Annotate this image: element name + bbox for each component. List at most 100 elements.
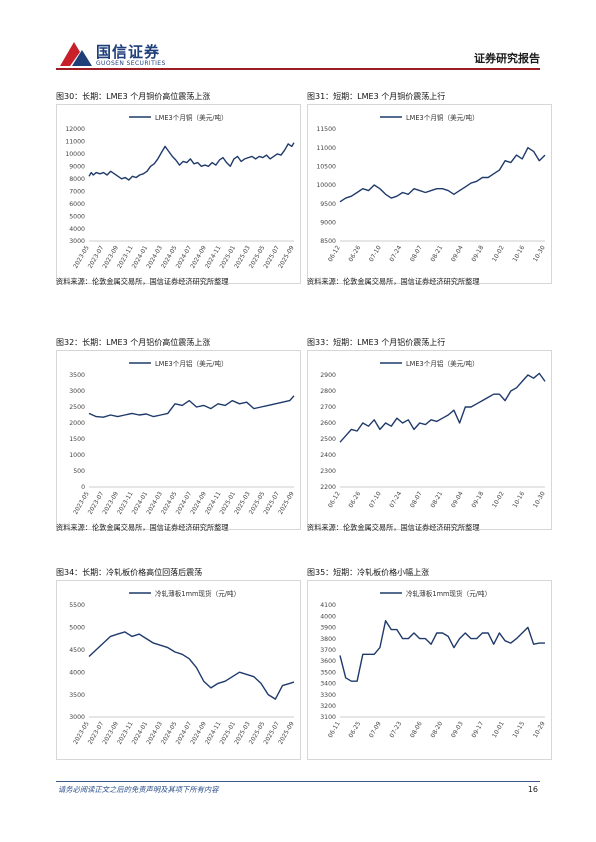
x-tick-label: 10-30 (532, 244, 547, 263)
x-tick-label: 09-17 (470, 720, 485, 739)
y-tick-label: 11000 (65, 139, 85, 146)
legend-label: LME3个月铜（美元/吨） (406, 113, 479, 122)
y-tick-label: 2500 (69, 404, 85, 411)
y-tick-label: 4000 (320, 613, 336, 620)
x-tick-label: 06-25 (347, 720, 362, 739)
line-chart: 冷轧薄板1mm现货（元/吨） 3000 3500 4000 4500 5000 5500 20… (56, 580, 301, 760)
y-tick-label: 9000 (320, 220, 336, 227)
figure-source: 资料来源：伦敦金属交易所，国信证券经济研究所整理 (307, 277, 480, 286)
logo-en-text: GUOSEN SECURITIES (96, 60, 166, 67)
series-line (88, 142, 295, 181)
figure-35: 图35：短期：冷轧板价格小幅上涨 冷轧薄板1mm现货（元/吨） 3100 3200 3… (307, 567, 552, 760)
y-tick-label: 11000 (316, 145, 336, 152)
figure-source: 资料来源：伦敦金属交易所，国信证券经济研究所整理 (307, 523, 480, 532)
y-tick-label: 3700 (320, 647, 336, 654)
x-tick-label: 08-21 (429, 490, 444, 509)
x-tick-label: 09-04 (450, 244, 465, 263)
figure-31: 图31：短期：LME3 个月铜价震荡上行 LME3个月铜（美元/吨） 8500 90… (307, 91, 552, 291)
legend-label: 冷轧薄板1mm现货（元/吨） (406, 589, 491, 598)
y-tick-label: 9500 (320, 201, 336, 208)
x-tick-label: 09-04 (450, 490, 465, 509)
legend-label: LME3个月铜（美元/吨） (155, 113, 228, 122)
x-tick-label: 09-18 (470, 490, 485, 509)
y-tick-label: 3300 (320, 692, 336, 699)
x-tick-label: 08-07 (409, 244, 424, 263)
x-tick-label: 06-26 (347, 490, 362, 509)
legend-label: 冷轧薄板1mm现货（元/吨） (155, 589, 240, 598)
y-tick-label: 3900 (320, 625, 336, 632)
y-tick-label: 2400 (320, 452, 336, 459)
chart-legend: 冷轧薄板1mm现货（元/吨） (129, 589, 240, 598)
figure-30: 图30：长期：LME3 个月铜价高位震荡上涨 LME3个月铜（美元/吨） 3000… (56, 91, 301, 291)
chart-legend: LME3个月铝（美元/吨） (129, 359, 228, 368)
figure-title: 图30：长期：LME3 个月铜价高位震荡上涨 (56, 92, 211, 101)
figure-title: 图33：短期：LME3 个月铝价震荡上行 (307, 338, 446, 347)
y-tick-label: 11500 (316, 126, 336, 133)
y-tick-label: 10000 (316, 182, 336, 189)
y-tick-label: 2200 (320, 484, 336, 491)
series-line (339, 372, 546, 443)
y-tick-label: 10000 (65, 151, 85, 158)
figure-title: 图32：长期：LME3 个月铝价高位震荡上涨 (56, 338, 211, 347)
y-tick-label: 3200 (320, 703, 336, 710)
chart-svg: 冷轧薄板1mm现货（元/吨） 3100 3200 3300 3400 3500 3600 37… (320, 589, 547, 739)
legend-label: LME3个月铝（美元/吨） (406, 359, 479, 368)
y-tick-label: 3800 (320, 636, 336, 643)
x-tick-label: 07-24 (388, 490, 403, 509)
x-tick-label: 10-02 (491, 244, 506, 263)
x-tick-label: 08-21 (429, 244, 444, 263)
y-tick-label: 8000 (69, 176, 85, 183)
y-tick-label: 3500 (320, 669, 336, 676)
series-line (88, 395, 295, 418)
y-tick-label: 1500 (69, 436, 85, 443)
y-tick-label: 5000 (69, 625, 85, 632)
x-tick-label: 07-09 (368, 720, 383, 739)
figure-title: 图31：短期：LME3 个月铜价震荡上行 (307, 92, 446, 101)
y-tick-label: 1000 (69, 452, 85, 459)
footer-divider (56, 781, 540, 782)
x-tick-label: 07-10 (368, 490, 383, 509)
y-tick-label: 3000 (69, 238, 85, 245)
chart-legend: 冷轧薄板1mm现货（元/吨） (380, 589, 491, 598)
line-chart: LME3个月铜（美元/吨） 8500 9000 9500 10000 10500 11000… (307, 104, 552, 284)
y-tick-label: 3400 (320, 681, 336, 688)
y-tick-label: 7000 (69, 188, 85, 195)
x-tick-label: 08-07 (409, 490, 424, 509)
y-tick-label: 5500 (69, 602, 85, 609)
logo-cn-text: 国信证券 (96, 43, 161, 61)
guosen-logo-icon (60, 42, 92, 66)
x-tick-label: 09-18 (470, 244, 485, 263)
y-tick-label: 2000 (69, 420, 85, 427)
y-tick-label: 3600 (320, 658, 336, 665)
chart-svg: LME3个月铜（美元/吨） 8500 9000 9500 10000 10500 11000… (316, 113, 547, 263)
y-tick-label: 2900 (320, 372, 336, 379)
x-tick-label: 06-12 (327, 490, 342, 509)
disclaimer-text: 请务必阅读正文之后的免责声明及其项下所有内容 (58, 785, 219, 794)
report-type-label: 证券研究报告 (474, 52, 540, 65)
figure-34: 图34：长期：冷轧板价格高位回落后震荡 冷轧薄板1mm现货（元/吨） 3000 35… (56, 567, 301, 760)
line-chart: LME3个月铜（美元/吨） 3000 4000 5000 6000 7000 8000 900… (56, 104, 301, 284)
x-tick-label: 08-20 (429, 720, 444, 739)
figure-source: 资料来源：伦敦金属交易所，国信证券经济研究所整理 (56, 277, 229, 286)
chart-legend: LME3个月铝（美元/吨） (380, 359, 479, 368)
y-tick-label: 5000 (69, 213, 85, 220)
figure-32: 图32：长期：LME3 个月铝价高位震荡上涨 LME3个月铝（美元/吨） 0 500… (56, 337, 301, 537)
y-tick-label: 2800 (320, 388, 336, 395)
figure-title: 图35：短期：冷轧板价格小幅上涨 (307, 568, 430, 577)
legend-label: LME3个月铝（美元/吨） (155, 359, 228, 368)
y-tick-label: 9000 (69, 164, 85, 171)
chart-svg: LME3个月铝（美元/吨） 2200 2300 2400 2500 2600 2700 280… (320, 359, 547, 509)
x-tick-label: 06-26 (347, 244, 362, 263)
y-tick-label: 500 (73, 468, 85, 475)
x-tick-label: 10-16 (511, 244, 526, 263)
y-tick-label: 12000 (65, 126, 85, 133)
series-line (88, 631, 295, 700)
x-tick-label: 10-15 (511, 720, 526, 739)
figure-33: 图33：短期：LME3 个月铝价震荡上行 LME3个月铝（美元/吨） 2200 23… (307, 337, 552, 537)
x-tick-label: 10-02 (491, 490, 506, 509)
chart-legend: LME3个月铜（美元/吨） (129, 113, 228, 122)
x-tick-label: 10-29 (532, 720, 547, 739)
y-tick-label: 3000 (69, 714, 85, 721)
y-tick-label: 3100 (320, 714, 336, 721)
x-tick-label: 07-24 (388, 244, 403, 263)
